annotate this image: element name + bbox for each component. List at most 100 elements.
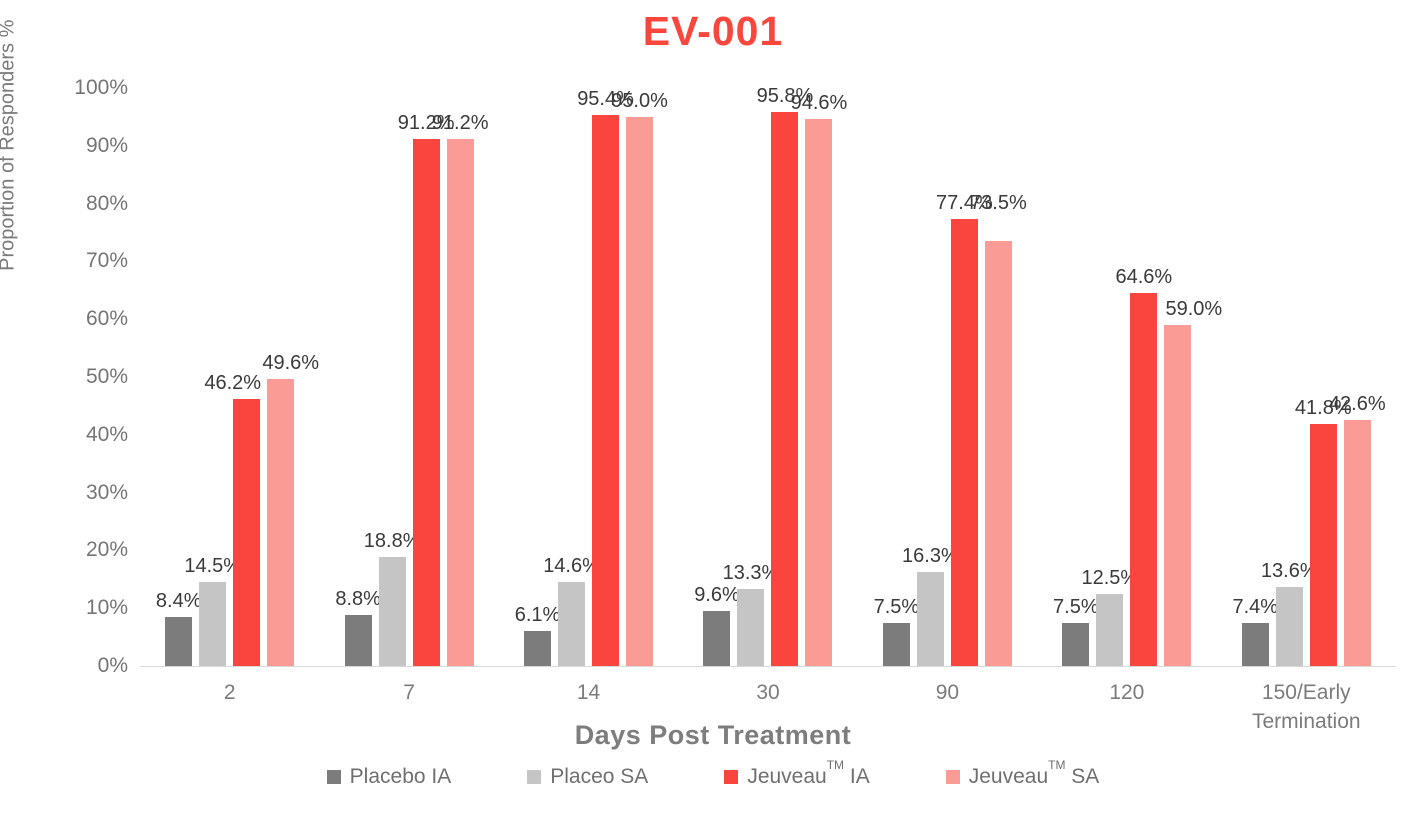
x-tick-label: 7	[403, 681, 415, 704]
legend-label: Placeo SA	[550, 765, 649, 788]
x-tick-label: 2	[223, 681, 236, 704]
x-axis-line	[140, 666, 1396, 667]
legend-label: Placebo IA	[349, 765, 452, 788]
bar-jeuveau-ia: 95.8%	[757, 85, 813, 666]
bar-placebo-ia: 6.1%	[515, 604, 560, 666]
bar-data-label: 42.6%	[1328, 392, 1386, 415]
bar-data-label: 16.3%	[902, 544, 959, 567]
bar-data-label: 91.2%	[397, 111, 455, 134]
y-tick-label: 20%	[85, 538, 128, 562]
bar-data-label: 6.1%	[514, 603, 561, 626]
bar-data-label: 49.6%	[262, 352, 320, 375]
x-tick-label: 14	[576, 681, 601, 704]
legend-item-jeuveau-ia: JeuveauTM IA	[724, 758, 870, 789]
legend-label: JeuveauTM IA	[747, 758, 870, 788]
bar-jeuveau-sa: 49.6%	[262, 352, 319, 666]
plot-area: 8.4% 14.5% 46.2% 49.6% 8.8% 18.8% 91.2% 91.2% 6.…	[140, 85, 1396, 667]
bar-jeuveau-ia: 41.8%	[1295, 397, 1352, 666]
bar-jeuveau-sa: 59.0%	[1164, 298, 1222, 666]
bar-jeuveau-sa: 95.0%	[611, 90, 668, 666]
bar-jeuveau-ia: 46.2%	[204, 372, 261, 666]
bar-jeuveau-sa: 42.6%	[1329, 393, 1386, 666]
bar-data-label: 8.8%	[335, 588, 381, 611]
bar-data-label: 13.6%	[1260, 560, 1318, 583]
bar-placeo-sa: 13.6%	[1261, 560, 1318, 666]
bar-group-day-30: 9.6% 13.3% 95.8% 94.6%	[678, 85, 857, 666]
bar-jeuveau-ia: 64.6%	[1115, 266, 1172, 666]
bar-placebo-ia: 8.8%	[335, 588, 381, 666]
bar-jeuveau-sa: 91.2%	[432, 112, 488, 666]
bar-data-label: 8.4%	[155, 590, 202, 613]
bar-data-label: 77.4%	[936, 191, 993, 214]
bar-data-label: 18.8%	[363, 530, 421, 553]
bar-data-label: 9.6%	[694, 583, 740, 606]
bar-data-label: 7.4%	[1232, 596, 1279, 619]
bar-jeuveau-ia: 91.2%	[398, 112, 454, 666]
bar-placeo-sa: 13.3%	[723, 562, 779, 666]
bar-jeuveau-ia: 77.4%	[936, 192, 993, 666]
bar-placeo-sa: 18.8%	[364, 530, 420, 666]
bar-data-label: 14.6%	[543, 554, 600, 577]
bar-group-day-7: 8.8% 18.8% 91.2% 91.2%	[319, 88, 498, 666]
bar-placebo-ia: 7.5%	[1053, 596, 1099, 666]
bar-placebo-ia: 7.5%	[874, 596, 919, 666]
bar-group-day-14: 6.1% 14.6% 95.4% 95.0%	[499, 88, 678, 666]
bar-data-label: 64.6%	[1115, 265, 1173, 288]
x-tick-label: 30	[756, 681, 780, 704]
bar-jeuveau-sa: 73.5%	[970, 192, 1027, 666]
chart-legend: Placebo IA Placeo SA JeuveauTM IA Jeuvea…	[0, 758, 1426, 789]
legend-item-jeuveau-sa: JeuveauTM SA	[945, 758, 1100, 789]
y-tick-label: 30%	[85, 480, 128, 504]
bar-data-label: 7.5%	[873, 595, 920, 618]
legend-swatch-placebo-ia	[326, 769, 341, 784]
x-tick-label: 120	[1109, 681, 1145, 704]
legend-swatch-jeuveau-sa	[945, 769, 960, 784]
y-tick-label: 60%	[85, 307, 128, 331]
y-tick-label: 50%	[85, 365, 128, 388]
y-tick-label: 90%	[85, 133, 128, 157]
bar-data-label: 7.5%	[1053, 595, 1099, 618]
legend-item-placeo-sa: Placeo SA	[527, 764, 648, 789]
bar-data-label: 12.5%	[1081, 566, 1139, 589]
bar-group-day-2: 8.4% 14.5% 46.2% 49.6%	[140, 88, 319, 666]
bar-placebo-ia: 7.4%	[1232, 596, 1278, 666]
y-tick-label: 40%	[85, 422, 128, 446]
bar-placebo-ia: 8.4%	[156, 590, 202, 666]
bar-group-day-90: 7.5% 16.3% 77.4% 73.5%	[858, 88, 1037, 666]
bar-placeo-sa: 14.6%	[543, 555, 600, 666]
bar-data-label: 91.2%	[431, 111, 489, 134]
y-axis-ticks: 0% 10% 20% 30% 40% 50% 60% 70% 80% 90% 100%	[28, 76, 128, 677]
bar-jeuveau-ia: 95.4%	[577, 88, 634, 666]
legend-swatch-placeo-sa	[527, 769, 542, 784]
bar-placeo-sa: 14.5%	[184, 555, 241, 666]
bar-data-label: 94.6%	[790, 92, 848, 115]
x-tick-label: 150/Early Termination	[1252, 681, 1361, 733]
bar-data-label: 95.4%	[577, 87, 634, 110]
bar-data-label: 95.8%	[756, 85, 814, 108]
bar-jeuveau-sa: 94.6%	[791, 92, 847, 666]
legend-label: JeuveauTM SA	[968, 758, 1100, 788]
y-axis-title: Proportion of Responders %	[0, 20, 19, 271]
y-tick-label: 70%	[85, 249, 128, 273]
y-tick-label: 100%	[74, 76, 128, 99]
bar-group-day-120: 7.5% 12.5% 64.6% 59.0%	[1037, 88, 1222, 666]
x-axis-title: Days Post Treatment	[574, 720, 852, 750]
legend-item-placebo-ia: Placebo IA	[326, 764, 452, 789]
legend-swatch-jeuveau-ia	[724, 769, 739, 784]
bar-data-label: 41.8%	[1294, 397, 1352, 420]
bar-data-label: 59.0%	[1165, 297, 1223, 320]
y-tick-label: 0%	[97, 654, 128, 677]
bar-data-label: 46.2%	[204, 371, 262, 394]
bar-placebo-ia: 9.6%	[694, 584, 740, 666]
bar-placeo-sa: 12.5%	[1081, 567, 1138, 666]
bar-data-label: 73.5%	[970, 192, 1027, 215]
y-tick-label: 80%	[85, 191, 128, 215]
chart-title: EV-001	[642, 8, 784, 54]
bar-data-label: 13.3%	[722, 562, 780, 585]
bar-data-label: 14.5%	[184, 555, 242, 578]
bar-placeo-sa: 16.3%	[902, 545, 959, 666]
x-tick-label: 90	[935, 681, 960, 704]
bar-group-day-150: 7.4% 13.6% 41.8% 42.6%	[1217, 88, 1396, 666]
y-tick-label: 10%	[85, 596, 128, 620]
bar-data-label: 95.0%	[611, 89, 668, 112]
